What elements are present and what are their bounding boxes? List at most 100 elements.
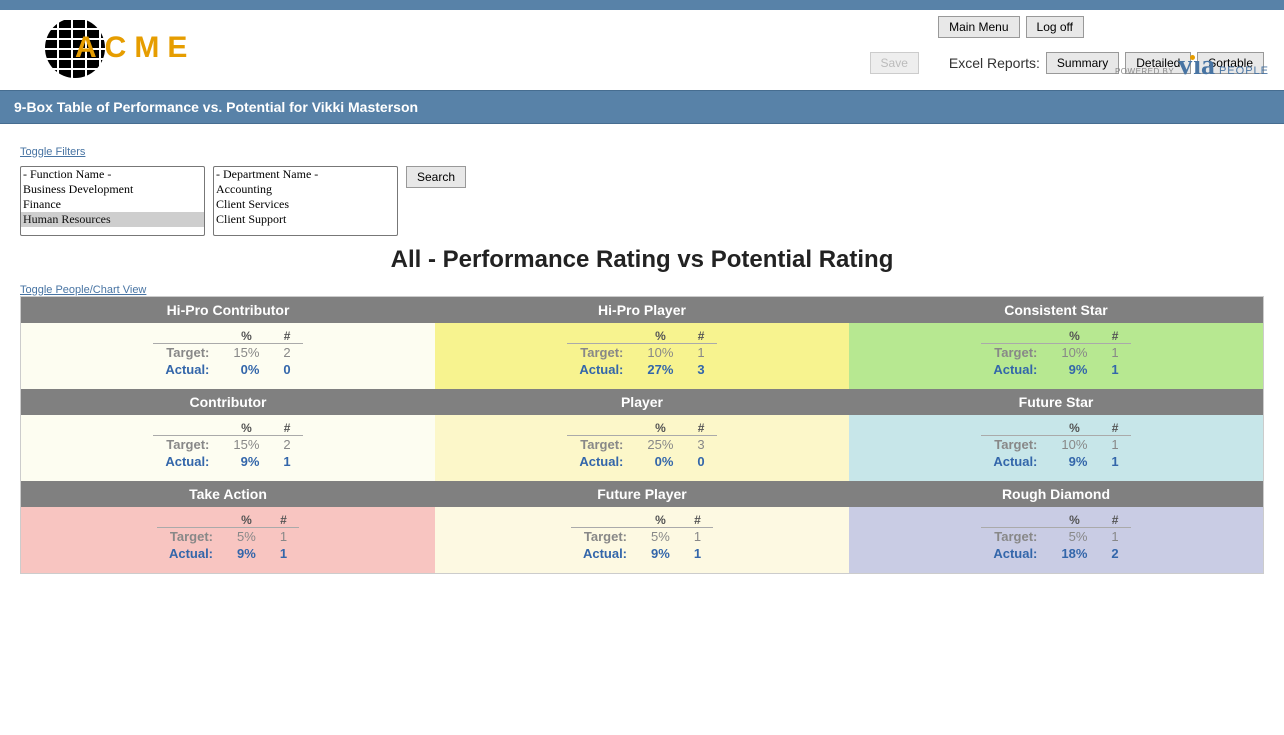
- actual-pct: 9%: [225, 545, 268, 562]
- count-header: #: [682, 513, 713, 528]
- actual-label: Actual:: [153, 453, 221, 470]
- actual-label: Actual:: [981, 453, 1049, 470]
- target-label: Target:: [153, 344, 221, 362]
- acme-logo: ACME: [45, 18, 195, 78]
- select-option[interactable]: Business Development: [21, 182, 204, 197]
- actual-pct: 27%: [635, 361, 685, 378]
- target-label: Target:: [571, 528, 639, 546]
- percent-header: %: [639, 513, 682, 528]
- box-cell[interactable]: %#Target:5%1Actual:18%2: [849, 507, 1263, 573]
- count-header: #: [1099, 421, 1130, 436]
- nine-box-grid: Hi-Pro ContributorHi-Pro PlayerConsisten…: [20, 296, 1264, 574]
- box-header: Future Player: [435, 481, 849, 507]
- percent-header: %: [221, 421, 271, 436]
- logo-text: ACME: [75, 31, 195, 65]
- toggle-view-link[interactable]: Toggle People/Chart View: [20, 284, 146, 296]
- percent-header: %: [1049, 421, 1099, 436]
- actual-pct: 9%: [639, 545, 682, 562]
- box-header: Consistent Star: [849, 297, 1263, 323]
- target-pct: 5%: [1049, 528, 1099, 546]
- percent-header: %: [225, 513, 268, 528]
- actual-count: 0: [685, 453, 716, 470]
- box-cell[interactable]: %#Target:10%1Actual:27%3: [435, 323, 849, 389]
- target-count: 1: [1099, 436, 1130, 454]
- save-button[interactable]: Save: [870, 52, 919, 74]
- via-people-text: PEOPLE: [1219, 65, 1269, 77]
- box-cell[interactable]: %#Target:10%1Actual:9%1: [849, 323, 1263, 389]
- chart-title: All - Performance Rating vs Potential Ra…: [20, 246, 1264, 274]
- box-header: Rough Diamond: [849, 481, 1263, 507]
- count-header: #: [685, 329, 716, 344]
- percent-header: %: [635, 329, 685, 344]
- department-select[interactable]: - Department Name -AccountingClient Serv…: [213, 166, 398, 236]
- select-option[interactable]: Accounting: [214, 182, 397, 197]
- select-placeholder[interactable]: - Function Name -: [21, 167, 204, 182]
- box-cell[interactable]: %#Target:15%2Actual:0%0: [21, 323, 435, 389]
- target-label: Target:: [981, 436, 1049, 454]
- filters-row: - Function Name -Business DevelopmentFin…: [20, 166, 1264, 236]
- target-pct: 5%: [225, 528, 268, 546]
- target-label: Target:: [981, 344, 1049, 362]
- select-placeholder[interactable]: - Department Name -: [214, 167, 397, 182]
- count-header: #: [685, 421, 716, 436]
- actual-count: 1: [1099, 453, 1130, 470]
- box-cell[interactable]: %#Target:5%1Actual:9%1: [21, 507, 435, 573]
- search-button[interactable]: Search: [406, 166, 466, 188]
- actual-label: Actual:: [567, 453, 635, 470]
- actual-label: Actual:: [571, 545, 639, 562]
- actual-pct: 9%: [1049, 453, 1099, 470]
- box-cell[interactable]: %#Target:25%3Actual:0%0: [435, 415, 849, 481]
- target-count: 2: [271, 344, 302, 362]
- target-label: Target:: [981, 528, 1049, 546]
- actual-count: 1: [682, 545, 713, 562]
- count-header: #: [271, 421, 302, 436]
- function-select[interactable]: - Function Name -Business DevelopmentFin…: [20, 166, 205, 236]
- target-pct: 5%: [639, 528, 682, 546]
- select-option[interactable]: Human Resources: [21, 212, 204, 227]
- main-menu-button[interactable]: Main Menu: [938, 16, 1019, 38]
- actual-label: Actual:: [981, 545, 1049, 562]
- box-header: Hi-Pro Contributor: [21, 297, 435, 323]
- target-label: Target:: [153, 436, 221, 454]
- via-brand-text: vıa: [1178, 50, 1215, 82]
- select-option[interactable]: Client Support: [214, 212, 397, 227]
- actual-pct: 0%: [221, 361, 271, 378]
- actual-pct: 0%: [635, 453, 685, 470]
- target-count: 2: [271, 436, 302, 454]
- actual-pct: 18%: [1049, 545, 1099, 562]
- actual-pct: 9%: [1049, 361, 1099, 378]
- target-label: Target:: [567, 436, 635, 454]
- page-title-bar: 9-Box Table of Performance vs. Potential…: [0, 90, 1284, 124]
- actual-count: 2: [1099, 545, 1130, 562]
- percent-header: %: [221, 329, 271, 344]
- select-option[interactable]: Client Services: [214, 197, 397, 212]
- percent-header: %: [1049, 513, 1099, 528]
- target-pct: 10%: [1049, 344, 1099, 362]
- count-header: #: [1099, 513, 1130, 528]
- actual-count: 1: [268, 545, 299, 562]
- toggle-filters-link[interactable]: Toggle Filters: [20, 146, 85, 158]
- actual-pct: 9%: [221, 453, 271, 470]
- target-pct: 25%: [635, 436, 685, 454]
- actual-count: 1: [271, 453, 302, 470]
- summary-button[interactable]: Summary: [1046, 52, 1119, 74]
- box-cell[interactable]: %#Target:5%1Actual:9%1: [435, 507, 849, 573]
- actual-label: Actual:: [567, 361, 635, 378]
- actual-count: 1: [1099, 361, 1130, 378]
- target-pct: 10%: [635, 344, 685, 362]
- box-header: Hi-Pro Player: [435, 297, 849, 323]
- box-cell[interactable]: %#Target:10%1Actual:9%1: [849, 415, 1263, 481]
- top-stripe: [0, 0, 1284, 10]
- log-off-button[interactable]: Log off: [1026, 16, 1084, 38]
- percent-header: %: [635, 421, 685, 436]
- actual-count: 3: [685, 361, 716, 378]
- reports-label: Excel Reports:: [949, 55, 1040, 71]
- box-header: Contributor: [21, 389, 435, 415]
- select-option[interactable]: Finance: [21, 197, 204, 212]
- via-people-logo: POWERED BY vıa PEOPLE: [1115, 50, 1269, 82]
- target-pct: 15%: [221, 436, 271, 454]
- actual-label: Actual:: [981, 361, 1049, 378]
- box-header: Player: [435, 389, 849, 415]
- box-cell[interactable]: %# Target:15%2 Actual:9%1: [21, 415, 435, 481]
- box-header: Take Action: [21, 481, 435, 507]
